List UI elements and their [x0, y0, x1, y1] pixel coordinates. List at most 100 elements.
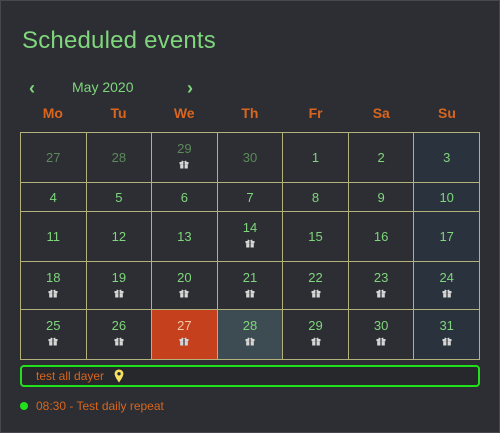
- calendar-day-cell[interactable]: 17: [413, 211, 480, 262]
- day-number: 23: [373, 269, 389, 285]
- calendar-day-cell[interactable]: 28: [85, 132, 153, 183]
- weekday-mo: Mo: [42, 105, 63, 121]
- day-number: 30: [373, 318, 389, 334]
- calendar-day-cell[interactable]: 2: [347, 132, 415, 183]
- day-number: 6: [180, 189, 189, 205]
- day-number: 18: [46, 269, 61, 285]
- day-number: 15: [308, 229, 323, 245]
- day-number: 28: [242, 318, 258, 334]
- page-title: Scheduled events: [22, 27, 217, 54]
- day-number: 14: [242, 220, 258, 236]
- gift-icon: [311, 337, 321, 346]
- gift-icon: [245, 239, 255, 248]
- day-number: 29: [308, 318, 323, 334]
- calendar-day-cell[interactable]: 29: [282, 309, 349, 360]
- gift-icon: [114, 337, 124, 346]
- day-number: 27: [177, 318, 192, 334]
- calendar-day-cell[interactable]: 21: [216, 260, 284, 311]
- calendar-week-row: 18 19 20 21 22 23 24: [20, 260, 480, 311]
- day-number: 27: [46, 150, 61, 165]
- next-month-button[interactable]: ›: [187, 78, 193, 98]
- gift-icon: [376, 337, 386, 346]
- weekday-su: Su: [438, 105, 456, 121]
- calendar-week-row: 4 5 6 7 8 9 10: [20, 181, 480, 213]
- day-number: 20: [177, 269, 192, 285]
- gift-icon: [179, 160, 189, 169]
- gift-icon: [179, 289, 189, 298]
- calendar-day-cell[interactable]: 23: [347, 260, 415, 311]
- gift-icon: [376, 289, 386, 298]
- day-number: 8: [311, 189, 320, 205]
- calendar-day-cell[interactable]: 15: [282, 211, 349, 262]
- calendar-day-cell[interactable]: 30: [347, 309, 415, 360]
- day-number: 25: [46, 318, 61, 334]
- calendar-day-cell[interactable]: 28: [216, 309, 284, 360]
- calendar-day-cell[interactable]: 25: [20, 309, 87, 360]
- calendar-day-cell[interactable]: 26: [85, 309, 153, 360]
- month-navigation: ‹ May 2020 ›: [20, 77, 480, 99]
- day-number: 22: [308, 269, 323, 285]
- all-day-event-bar[interactable]: test all dayer: [20, 365, 480, 387]
- calendar-week-row: 25 26 27 28 29 30 31: [20, 309, 480, 360]
- calendar-day-cell[interactable]: 18: [20, 260, 87, 311]
- day-number: 28: [111, 150, 127, 165]
- weekday-tu: Tu: [110, 105, 127, 121]
- day-number: 5: [115, 189, 123, 205]
- gift-icon: [245, 289, 255, 298]
- calendar-day-cell[interactable]: 12: [85, 211, 153, 262]
- calendar-day-cell[interactable]: 31: [413, 309, 480, 360]
- calendar-day-cell[interactable]: 10: [413, 181, 480, 213]
- calendar-day-cell[interactable]: 4: [20, 181, 87, 213]
- day-number: 24: [439, 269, 454, 285]
- calendar-day-cell[interactable]: 11: [20, 211, 87, 262]
- weekday-sa: Sa: [372, 105, 390, 121]
- gift-icon: [48, 289, 58, 298]
- day-number: 30: [242, 150, 258, 165]
- day-number: 2: [377, 150, 385, 165]
- calendar-day-cell[interactable]: 30: [216, 132, 284, 183]
- day-number: 10: [439, 189, 454, 205]
- calendar-day-cell[interactable]: 6: [151, 181, 218, 213]
- calendar-day-cell[interactable]: 20: [151, 260, 218, 311]
- calendar-day-cell[interactable]: 27: [20, 132, 87, 183]
- calendar-day-cell[interactable]: 22: [282, 260, 349, 311]
- weekday-th: Th: [241, 105, 259, 121]
- day-number: 4: [49, 189, 57, 205]
- day-number: 26: [111, 318, 127, 334]
- gift-icon: [48, 337, 58, 346]
- calendar-day-cell[interactable]: 19: [85, 260, 153, 311]
- calendar-day-cell[interactable]: 3: [413, 132, 480, 183]
- day-number: 17: [439, 229, 454, 245]
- day-number: 19: [111, 269, 127, 285]
- gift-icon: [245, 337, 255, 346]
- day-number: 3: [443, 150, 451, 165]
- calendar-day-cell[interactable]: 16: [347, 211, 415, 262]
- calendar-day-cell[interactable]: 5: [85, 181, 153, 213]
- gift-icon: [442, 289, 452, 298]
- day-number: 9: [377, 189, 385, 205]
- gift-icon: [114, 289, 124, 298]
- calendar-day-cell[interactable]: 7: [216, 181, 284, 213]
- day-number: 13: [177, 229, 192, 245]
- gift-icon: [442, 337, 452, 346]
- weekday-header: Mo Tu We Th Fr Sa Su: [20, 105, 480, 123]
- calendar-day-cell[interactable]: 27: [151, 309, 218, 360]
- current-month-label: May 2020: [72, 79, 134, 95]
- calendar-day-cell[interactable]: 8: [282, 181, 349, 213]
- prev-month-button[interactable]: ‹: [29, 78, 35, 98]
- gift-icon: [179, 337, 189, 346]
- day-number: 1: [311, 150, 320, 165]
- calendar-day-cell[interactable]: 13: [151, 211, 218, 262]
- calendar-day-cell[interactable]: 29: [151, 132, 218, 183]
- day-number: 12: [111, 229, 127, 245]
- day-number: 21: [242, 269, 258, 285]
- day-number: 29: [177, 141, 192, 156]
- calendar-day-cell[interactable]: 1: [282, 132, 349, 183]
- calendar-day-cell[interactable]: 24: [413, 260, 480, 311]
- calendar-day-cell[interactable]: 9: [347, 181, 415, 213]
- calendar-week-row: 27 28 29 30 1 2 3: [20, 132, 480, 183]
- day-number: 7: [246, 189, 254, 205]
- day-number: 16: [373, 229, 389, 245]
- calendar-day-cell[interactable]: 14: [216, 211, 284, 262]
- map-pin-icon: [114, 369, 124, 383]
